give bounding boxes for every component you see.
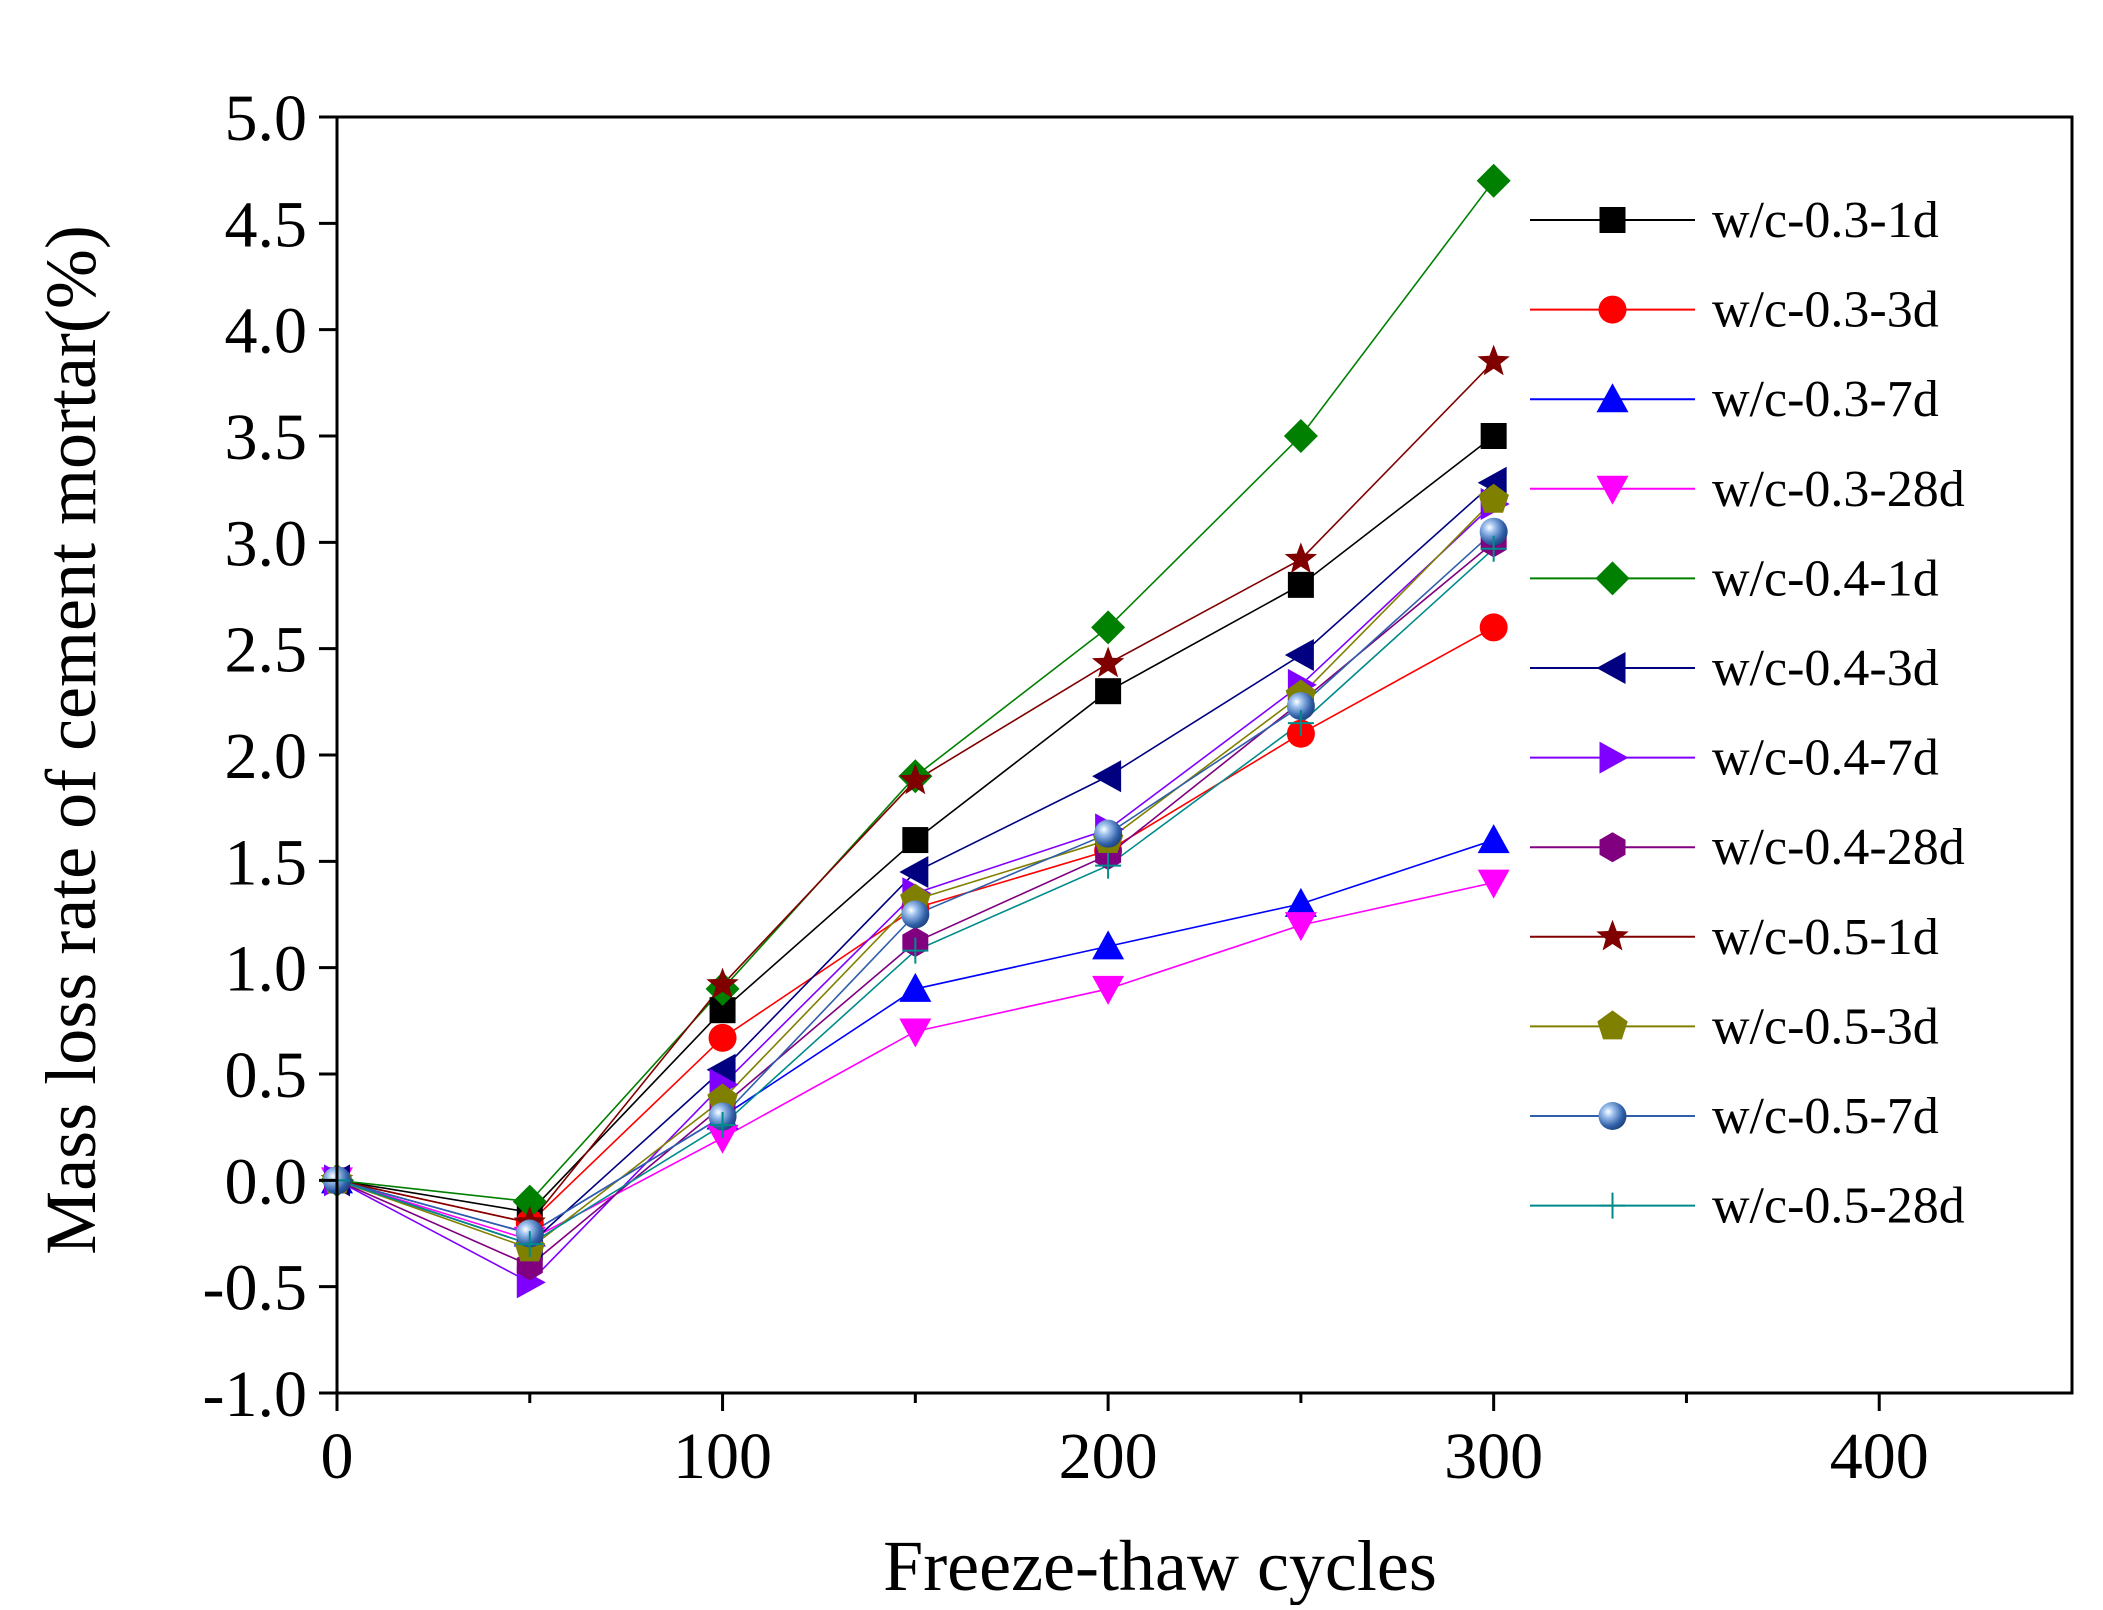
legend: w/c-0.3-1d w/c-0.3-3d w/c-0.3-7d w/c-0.3-28… <box>1530 192 1965 1235</box>
data-point-w-c-0-5-28d <box>1287 710 1314 737</box>
legend-label-w-c-0-3-1d: w/c-0.3-1d <box>1712 192 1939 249</box>
data-point-w-c-0-5-1d <box>899 763 932 795</box>
y-tick-label: -1.0 <box>203 1358 307 1431</box>
data-point-w-c-0-3-1d <box>1095 678 1122 705</box>
legend-label-w-c-0-4-3d: w/c-0.4-3d <box>1712 640 1939 697</box>
y-tick-label: 4.5 <box>225 188 308 261</box>
legend-marker-w-c-0-5-1d <box>1596 919 1629 951</box>
data-point-w-c-0-3-7d <box>899 972 932 1002</box>
legend-marker-w-c-0-4-1d <box>1595 561 1630 596</box>
legend-marker-w-c-0-3-7d <box>1596 383 1629 413</box>
data-point-w-c-0-3-1d <box>1480 423 1507 449</box>
data-point-w-c-0-4-3d <box>706 1053 736 1086</box>
legend-label-w-c-0-5-1d: w/c-0.5-1d <box>1712 909 1939 966</box>
y-tick-label: 4.0 <box>225 295 308 368</box>
data-point-w-c-0-3-28d <box>706 1124 739 1154</box>
data-point-w-c-0-4-3d <box>899 855 929 888</box>
y-tick-label: 1.0 <box>225 933 308 1006</box>
legend-label-w-c-0-5-3d: w/c-0.5-3d <box>1712 998 1939 1055</box>
legend-label-w-c-0-4-1d: w/c-0.4-1d <box>1712 550 1939 607</box>
y-tick-label: 0.5 <box>225 1039 308 1112</box>
data-point-w-c-0-3-7d <box>1284 887 1317 917</box>
x-tick-label: 300 <box>1444 1420 1543 1493</box>
data-point-w-c-0-3-28d <box>899 1018 932 1048</box>
plot-area <box>320 163 1511 1299</box>
data-point-w-c-0-3-3d <box>708 1023 737 1052</box>
data-point-w-c-0-5-28d <box>516 1231 543 1258</box>
legend-marker-w-c-0-3-1d <box>1599 207 1626 233</box>
y-tick-label: 5.0 <box>225 82 308 155</box>
x-tick-label: 200 <box>1059 1420 1158 1493</box>
x-tick-label: 400 <box>1830 1420 1929 1493</box>
series-line-w-c-0-4-1d <box>336 180 1495 1203</box>
legend-marker-w-c-0-5-28d <box>1599 1192 1626 1219</box>
data-point-w-c-0-5-28d <box>1480 535 1507 562</box>
y-tick-label: 0.0 <box>225 1145 308 1218</box>
legend-marker-w-c-0-3-3d <box>1598 295 1627 324</box>
legend-label-w-c-0-4-28d: w/c-0.4-28d <box>1712 819 1965 876</box>
data-point-w-c-0-5-1d <box>1091 646 1125 678</box>
y-tick-label: 3.5 <box>225 401 308 474</box>
legend-label-w-c-0-3-3d: w/c-0.3-3d <box>1712 282 1939 339</box>
legend-label-w-c-0-4-7d: w/c-0.4-7d <box>1712 730 1939 787</box>
legend-marker-w-c-0-4-3d <box>1596 652 1626 684</box>
data-point-w-c-0-3-28d <box>1284 912 1317 942</box>
legend-label-w-c-0-3-7d: w/c-0.3-7d <box>1712 371 1939 428</box>
data-point-w-c-0-5-28d <box>902 937 929 964</box>
data-point-w-c-0-4-1d <box>512 1184 547 1219</box>
legend-label-w-c-0-5-28d: w/c-0.5-28d <box>1712 1178 1965 1235</box>
data-point-w-c-0-5-7d <box>1479 517 1508 546</box>
y-tick-label: 1.5 <box>225 826 308 899</box>
data-point-w-c-0-3-1d <box>902 827 929 854</box>
data-point-w-c-0-5-1d <box>1284 542 1318 574</box>
data-point-w-c-0-5-1d <box>1477 344 1510 376</box>
y-tick-label: 3.0 <box>225 507 308 580</box>
x-axis-title: Freeze-thaw cycles <box>883 1526 1437 1605</box>
legend-marker-w-c-0-5-3d <box>1597 1010 1628 1040</box>
x-tick-label: 0 <box>321 1420 354 1493</box>
legend-label-w-c-0-5-7d: w/c-0.5-7d <box>1712 1088 1939 1145</box>
data-point-w-c-0-4-3d <box>1284 639 1314 672</box>
data-point-w-c-0-4-1d <box>1283 419 1318 453</box>
data-point-w-c-0-4-1d <box>1476 163 1511 198</box>
data-point-w-c-0-5-7d <box>1286 692 1315 721</box>
data-point-w-c-0-5-7d <box>901 900 930 929</box>
series-line-w-c-0-3-1d <box>336 435 1495 1214</box>
y-tick-label: 2.5 <box>225 614 308 687</box>
legend-marker-w-c-0-4-7d <box>1599 741 1629 774</box>
data-point-w-c-0-5-7d <box>1094 819 1123 848</box>
data-point-w-c-0-3-28d <box>1477 869 1510 899</box>
y-tick-label: -0.5 <box>203 1252 307 1325</box>
legend-marker-w-c-0-4-28d <box>1599 832 1626 863</box>
data-point-w-c-0-5-28d <box>709 1112 736 1139</box>
legend-marker-w-c-0-5-7d <box>1598 1102 1627 1130</box>
x-tick-label: 100 <box>673 1420 772 1493</box>
data-point-w-c-0-3-7d <box>1092 930 1125 960</box>
data-point-w-c-0-3-1d <box>1287 571 1314 598</box>
legend-label-w-c-0-3-28d: w/c-0.3-28d <box>1712 461 1965 518</box>
data-point-w-c-0-3-7d <box>1477 824 1510 854</box>
legend-marker-w-c-0-3-28d <box>1596 475 1629 505</box>
axes: 0 100 200 300 400 -1.0 -0.5 0.0 0.5 1.0 1.5 2.0 2.5 3… <box>203 82 2074 1493</box>
data-point-w-c-0-4-1d <box>1091 610 1126 645</box>
y-tick-label: 2.0 <box>225 720 308 793</box>
data-point-w-c-0-3-28d <box>1092 975 1125 1005</box>
data-point-w-c-0-5-1d <box>706 967 739 999</box>
data-point-w-c-0-5-28d <box>1095 852 1122 879</box>
data-point-w-c-0-3-3d <box>1479 613 1508 642</box>
y-axis-title: Mass loss rate of cement mortar(%) <box>31 225 111 1255</box>
data-point-w-c-0-5-3d <box>1478 483 1509 513</box>
data-point-w-c-0-4-3d <box>1092 760 1122 793</box>
